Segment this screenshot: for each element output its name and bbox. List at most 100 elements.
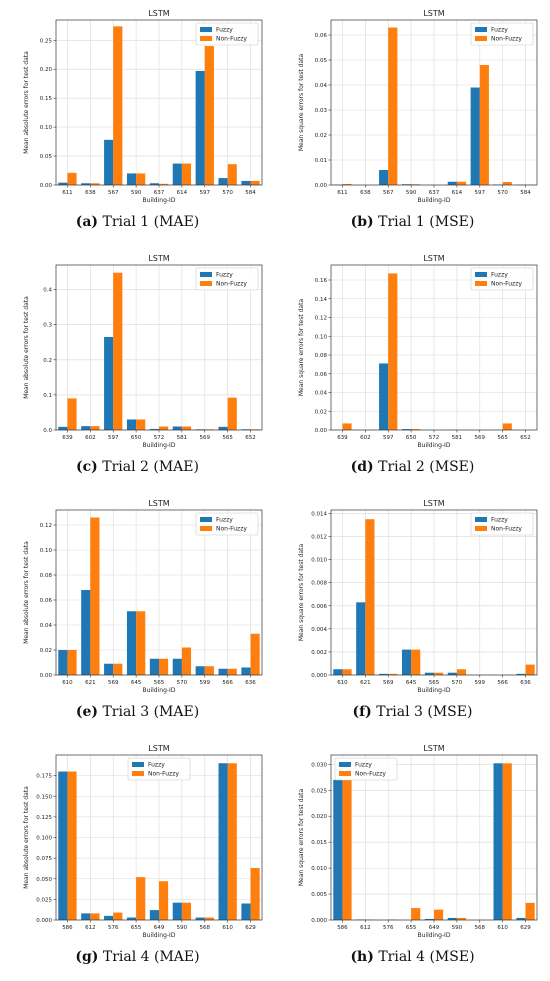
panel-d: LSTM 0.00 0.02 0.04 0.06 0.08 0.10 0.12 0.14 0.16…: [275, 245, 550, 490]
y-tick-label: 0.02: [315, 409, 327, 415]
bar-nonfuzzy: [67, 172, 77, 185]
bar-fuzzy: [81, 183, 91, 185]
chart-title: LSTM: [148, 499, 169, 508]
bar-fuzzy: [447, 181, 457, 185]
chart-c: LSTM 0.0 0.1 0.2 0.3 0.4 639 602 597 650 572 581 569…: [23, 254, 263, 449]
bar-nonfuzzy: [136, 611, 146, 675]
panel-e: LSTM 0.00 0.02 0.04 0.06 0.08 0.10 0.12 610 621 56…: [0, 490, 275, 735]
bar-fuzzy: [424, 918, 434, 920]
y-tick-label: 0.02: [315, 133, 327, 139]
caption-letter: (c): [76, 459, 98, 475]
plot-frame: [55, 509, 263, 676]
legend-swatch: [132, 762, 144, 767]
x-tick-label: 590: [131, 190, 142, 196]
y-tick-label: 0.4: [43, 288, 52, 294]
x-tick-label: 650: [406, 435, 417, 441]
x-axis-label: Building-ID: [418, 442, 451, 449]
bar-fuzzy: [172, 658, 182, 675]
x-tick-label: 581: [452, 435, 463, 441]
caption-text: Trial 3 (MSE): [376, 704, 473, 720]
caption-letter: (e): [75, 704, 98, 720]
bar-fuzzy: [218, 763, 228, 920]
caption-d: (d) Trial 2 (MSE): [275, 459, 550, 475]
y-tick-label: 0.06: [40, 598, 53, 604]
bar-nonfuzzy: [181, 426, 192, 430]
bar-nonfuzzy: [136, 419, 146, 430]
chart-title: LSTM: [423, 744, 444, 753]
bar-fuzzy: [241, 429, 251, 430]
y-tick-label: 0.14: [315, 297, 328, 303]
x-axis-label: Building-ID: [143, 932, 176, 939]
bar-fuzzy: [241, 667, 251, 675]
caption-letter: (b): [350, 214, 374, 230]
legend-swatch: [200, 526, 212, 531]
bar-fuzzy: [126, 917, 137, 920]
bar-nonfuzzy: [181, 902, 192, 920]
bar-nonfuzzy: [434, 909, 444, 920]
bar-fuzzy: [149, 428, 159, 430]
legend-label: Fuzzy: [216, 272, 233, 279]
bar-nonfuzzy: [502, 763, 512, 920]
bar-nonfuzzy: [90, 426, 100, 430]
plot-frame: [330, 19, 538, 186]
bar-fuzzy: [516, 673, 526, 675]
x-tick-label: 584: [245, 190, 256, 196]
x-tick-label: 599: [200, 680, 211, 686]
x-tick-label: 570: [452, 680, 463, 686]
bar-fuzzy: [58, 650, 68, 675]
legend-swatch: [475, 281, 487, 286]
x-tick-label: 602: [360, 435, 371, 441]
y-tick-label: 0.06: [315, 33, 328, 39]
legend-label: Non-Fuzzy: [491, 526, 522, 533]
y-axis-label: Mean absolute errors for test data: [23, 51, 30, 154]
bar-nonfuzzy: [388, 27, 398, 185]
x-axis-label: Building-ID: [143, 687, 176, 694]
y-tick-label: 0.125: [36, 815, 52, 821]
bar-fuzzy: [172, 163, 182, 185]
legend-swatch: [132, 771, 144, 776]
bar-nonfuzzy: [159, 426, 169, 430]
x-tick-label: 597: [383, 435, 394, 441]
legend-swatch: [200, 272, 212, 277]
x-tick-label: 602: [85, 435, 96, 441]
legend-label: Fuzzy: [148, 762, 165, 769]
x-tick-label: 572: [429, 435, 440, 441]
bar-nonfuzzy: [204, 429, 214, 430]
bar-fuzzy: [424, 672, 434, 675]
x-tick-label: 612: [85, 925, 96, 931]
x-tick-label: 570: [177, 680, 188, 686]
bar-fuzzy: [104, 336, 114, 430]
bar-nonfuzzy: [227, 397, 237, 430]
y-tick-label: 0.175: [36, 774, 52, 780]
legend-swatch: [200, 36, 212, 41]
bar-fuzzy: [58, 426, 68, 430]
y-tick-label: 0.02: [40, 648, 52, 654]
bar-fuzzy: [218, 668, 228, 675]
bar-nonfuzzy: [227, 164, 237, 185]
caption-text: Trial 1 (MSE): [378, 214, 475, 230]
x-tick-label: 655: [131, 925, 142, 931]
y-tick-label: 0.1: [43, 393, 52, 399]
bar-fuzzy: [379, 170, 389, 185]
y-tick-label: 0.04: [315, 391, 328, 397]
x-tick-label: 610: [222, 925, 233, 931]
legend-label: Fuzzy: [216, 517, 233, 524]
x-axis-label: Building-ID: [143, 197, 176, 204]
legend-swatch: [475, 526, 487, 531]
y-tick-label: 0.008: [311, 581, 327, 587]
legend-label: Non-Fuzzy: [491, 281, 522, 288]
panel-h: LSTM 0.000 0.005 0.010 0.015 0.020 0.025 0.030 5…: [275, 735, 550, 980]
x-tick-label: 652: [520, 435, 531, 441]
bar-nonfuzzy: [388, 273, 398, 430]
x-tick-label: 576: [108, 925, 119, 931]
bar-nonfuzzy: [342, 779, 352, 920]
y-tick-label: 0.12: [315, 316, 327, 322]
x-tick-label: 655: [406, 925, 417, 931]
bar-fuzzy: [58, 182, 68, 185]
caption-text: Trial 4 (MSE): [378, 949, 475, 965]
x-tick-label: 649: [429, 925, 440, 931]
bar-fuzzy: [401, 429, 412, 430]
bar-nonfuzzy: [204, 666, 214, 675]
caption-text: Trial 3 (MAE): [102, 704, 200, 720]
y-tick-label: 0.16: [315, 278, 328, 284]
